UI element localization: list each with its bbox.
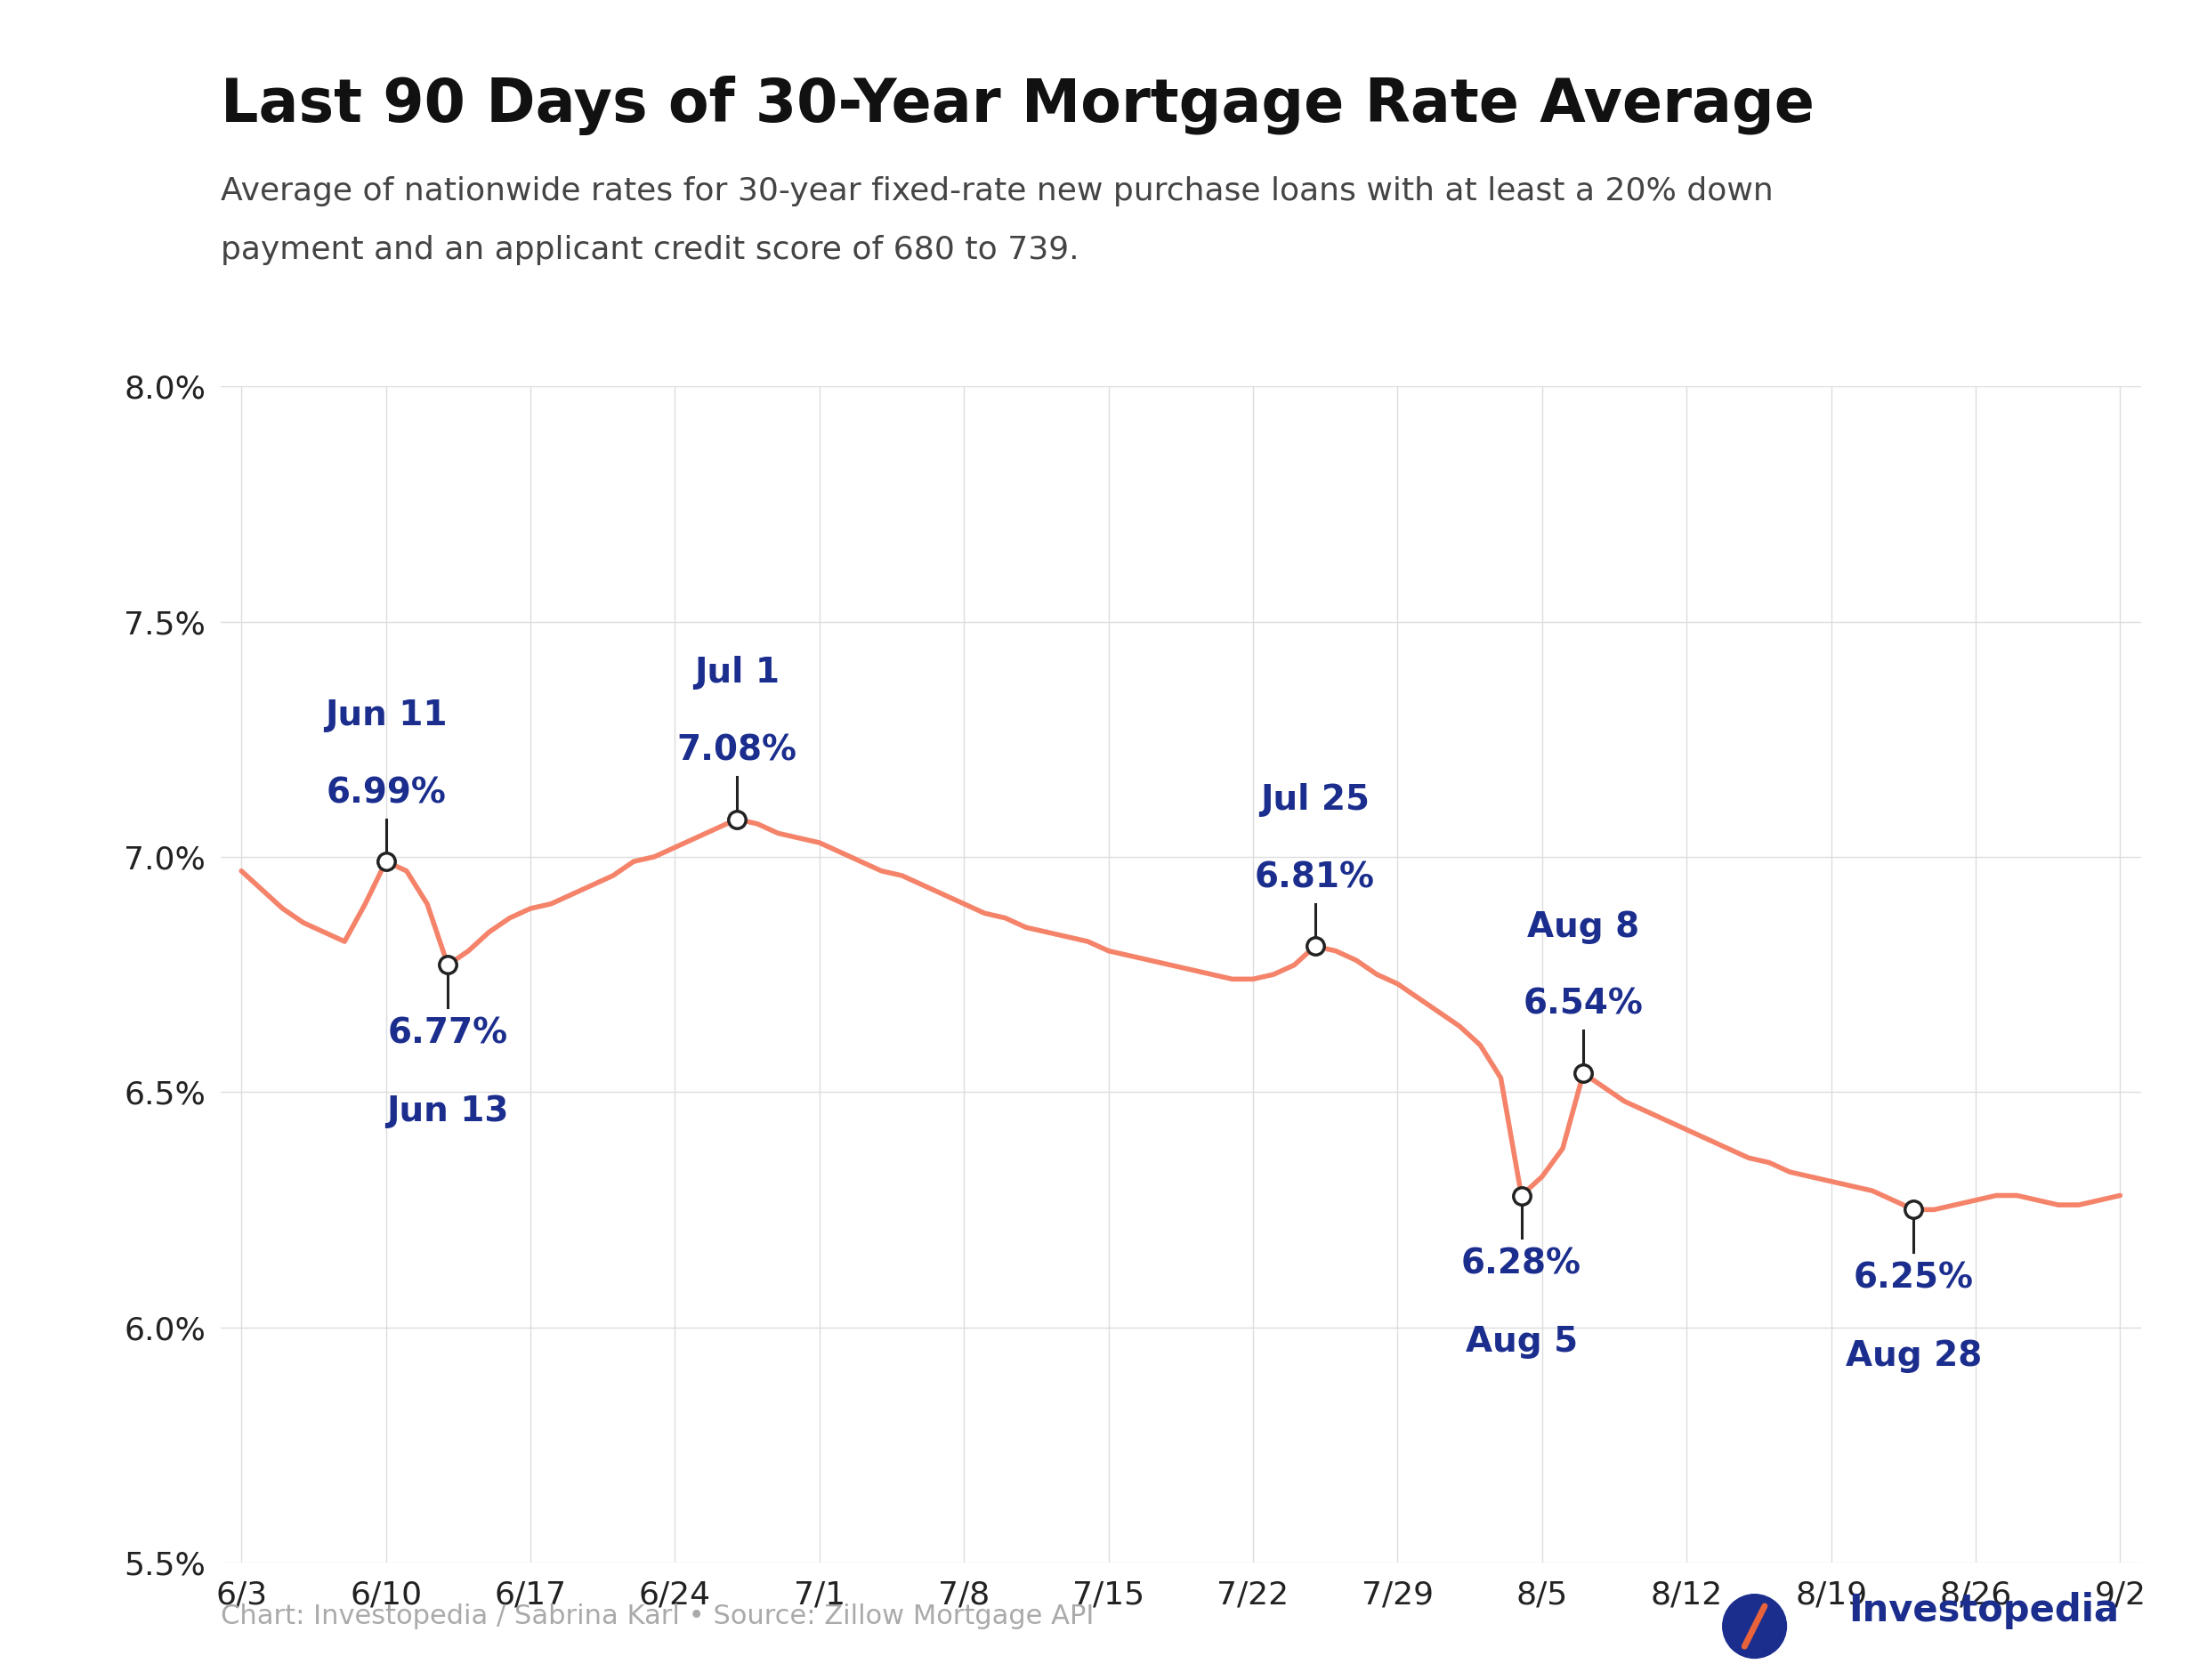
Text: Jun 13: Jun 13 [386, 1094, 510, 1129]
Text: Aug 5: Aug 5 [1465, 1326, 1578, 1359]
Text: Jun 11: Jun 11 [324, 699, 448, 732]
Text: Aug 28: Aug 28 [1845, 1339, 1982, 1373]
Text: Jul 1: Jul 1 [695, 655, 779, 690]
Text: 6.99%: 6.99% [327, 776, 446, 810]
Text: Investopedia: Investopedia [1847, 1593, 2119, 1630]
Text: 7.08%: 7.08% [678, 734, 797, 768]
Text: 6.81%: 6.81% [1256, 860, 1375, 894]
Text: Jul 25: Jul 25 [1260, 783, 1371, 816]
Text: 6.28%: 6.28% [1461, 1247, 1582, 1282]
Text: 6.54%: 6.54% [1523, 988, 1644, 1021]
Text: 6.77%: 6.77% [388, 1016, 508, 1050]
Text: Last 90 Days of 30-Year Mortgage Rate Average: Last 90 Days of 30-Year Mortgage Rate Av… [221, 76, 1814, 134]
Text: payment and an applicant credit score of 680 to 739.: payment and an applicant credit score of… [221, 235, 1079, 265]
Ellipse shape [1724, 1594, 1785, 1658]
Text: Chart: Investopedia / Sabrina Karl • Source: Zillow Mortgage API: Chart: Investopedia / Sabrina Karl • Sou… [221, 1604, 1095, 1630]
Text: Aug 8: Aug 8 [1527, 911, 1640, 944]
Text: 6.25%: 6.25% [1854, 1262, 1973, 1295]
Text: Average of nationwide rates for 30-year fixed-rate new purchase loans with at le: Average of nationwide rates for 30-year … [221, 176, 1774, 207]
